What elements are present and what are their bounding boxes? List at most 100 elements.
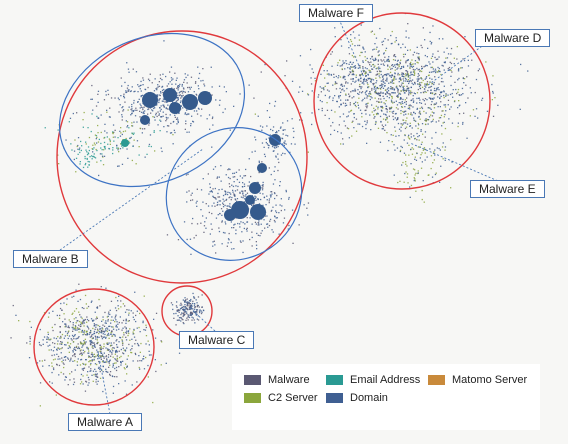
graph-node (363, 70, 365, 72)
graph-node (400, 79, 402, 81)
graph-node (163, 40, 165, 42)
graph-node (465, 102, 467, 104)
graph-node (125, 331, 127, 334)
graph-node (375, 48, 377, 50)
graph-node (285, 143, 287, 145)
graph-node (112, 364, 114, 367)
graph-node (132, 110, 135, 113)
graph-node (407, 88, 409, 90)
graph-node (406, 73, 409, 76)
graph-node (336, 100, 338, 103)
graph-node (183, 221, 186, 223)
graph-node (393, 88, 396, 90)
graph-node (270, 191, 272, 193)
graph-node (408, 92, 410, 94)
graph-node (56, 314, 58, 317)
graph-node (99, 368, 101, 371)
graph-node (431, 115, 434, 117)
graph-node (80, 140, 82, 143)
graph-node (414, 81, 416, 84)
graph-node (134, 352, 136, 355)
graph-node (100, 351, 102, 353)
graph-node (102, 371, 104, 373)
graph-node (188, 86, 190, 89)
hub-node (121, 139, 129, 147)
graph-node (79, 383, 82, 385)
hub-node (169, 102, 181, 114)
graph-node (264, 155, 266, 158)
graph-node (417, 56, 419, 58)
graph-node (232, 185, 235, 188)
graph-node (51, 365, 53, 367)
graph-node (425, 83, 427, 85)
graph-node (350, 78, 352, 80)
graph-node (140, 111, 143, 113)
graph-node (80, 343, 82, 345)
graph-node (46, 336, 48, 338)
graph-node (87, 305, 90, 308)
graph-node (373, 107, 375, 109)
graph-node (442, 142, 444, 144)
graph-node (365, 72, 367, 74)
graph-node (128, 71, 130, 73)
graph-node (391, 67, 393, 70)
graph-node (215, 217, 218, 219)
graph-node (426, 83, 428, 86)
graph-node (361, 125, 364, 128)
graph-node (89, 340, 91, 342)
graph-node (111, 375, 113, 377)
graph-node (75, 171, 77, 173)
graph-node (400, 90, 402, 92)
graph-node (174, 72, 176, 74)
graph-node (228, 232, 230, 235)
graph-node (386, 116, 388, 118)
graph-node (360, 92, 363, 94)
graph-node (178, 317, 181, 319)
graph-node (160, 364, 162, 366)
graph-node (136, 327, 138, 329)
graph-node (98, 174, 100, 177)
hub-nodes (121, 88, 281, 221)
graph-node (102, 156, 104, 158)
graph-node (115, 362, 117, 364)
graph-node (171, 83, 173, 85)
graph-node (116, 144, 118, 146)
graph-node (113, 347, 115, 349)
graph-node (137, 360, 139, 362)
graph-node (99, 305, 101, 307)
graph-node (115, 369, 118, 372)
graph-node (403, 89, 405, 92)
graph-node (188, 306, 191, 308)
graph-node (192, 317, 194, 319)
graph-node (60, 302, 62, 305)
graph-node (256, 248, 258, 250)
graph-node (403, 56, 405, 58)
graph-node (469, 87, 471, 89)
graph-node (55, 394, 57, 396)
graph-node (160, 105, 162, 107)
graph-node (440, 73, 442, 76)
graph-node (358, 85, 361, 88)
graph-node (394, 126, 396, 128)
graph-node (147, 340, 149, 342)
graph-node (447, 94, 449, 96)
graph-node (78, 311, 80, 313)
graph-node (398, 102, 400, 104)
graph-node (405, 74, 408, 76)
graph-node (98, 336, 100, 338)
graph-node (348, 53, 351, 55)
graph-node (121, 114, 123, 116)
graph-node (470, 92, 472, 94)
graph-node (406, 85, 408, 87)
graph-node (222, 206, 225, 208)
graph-node (377, 93, 379, 95)
graph-node (261, 129, 263, 131)
graph-node (220, 180, 222, 182)
graph-node (120, 361, 122, 363)
graph-node (60, 348, 62, 350)
graph-node (96, 331, 98, 333)
graph-node (351, 90, 354, 92)
graph-node (413, 70, 415, 72)
graph-node (383, 74, 386, 76)
graph-node (390, 75, 392, 77)
